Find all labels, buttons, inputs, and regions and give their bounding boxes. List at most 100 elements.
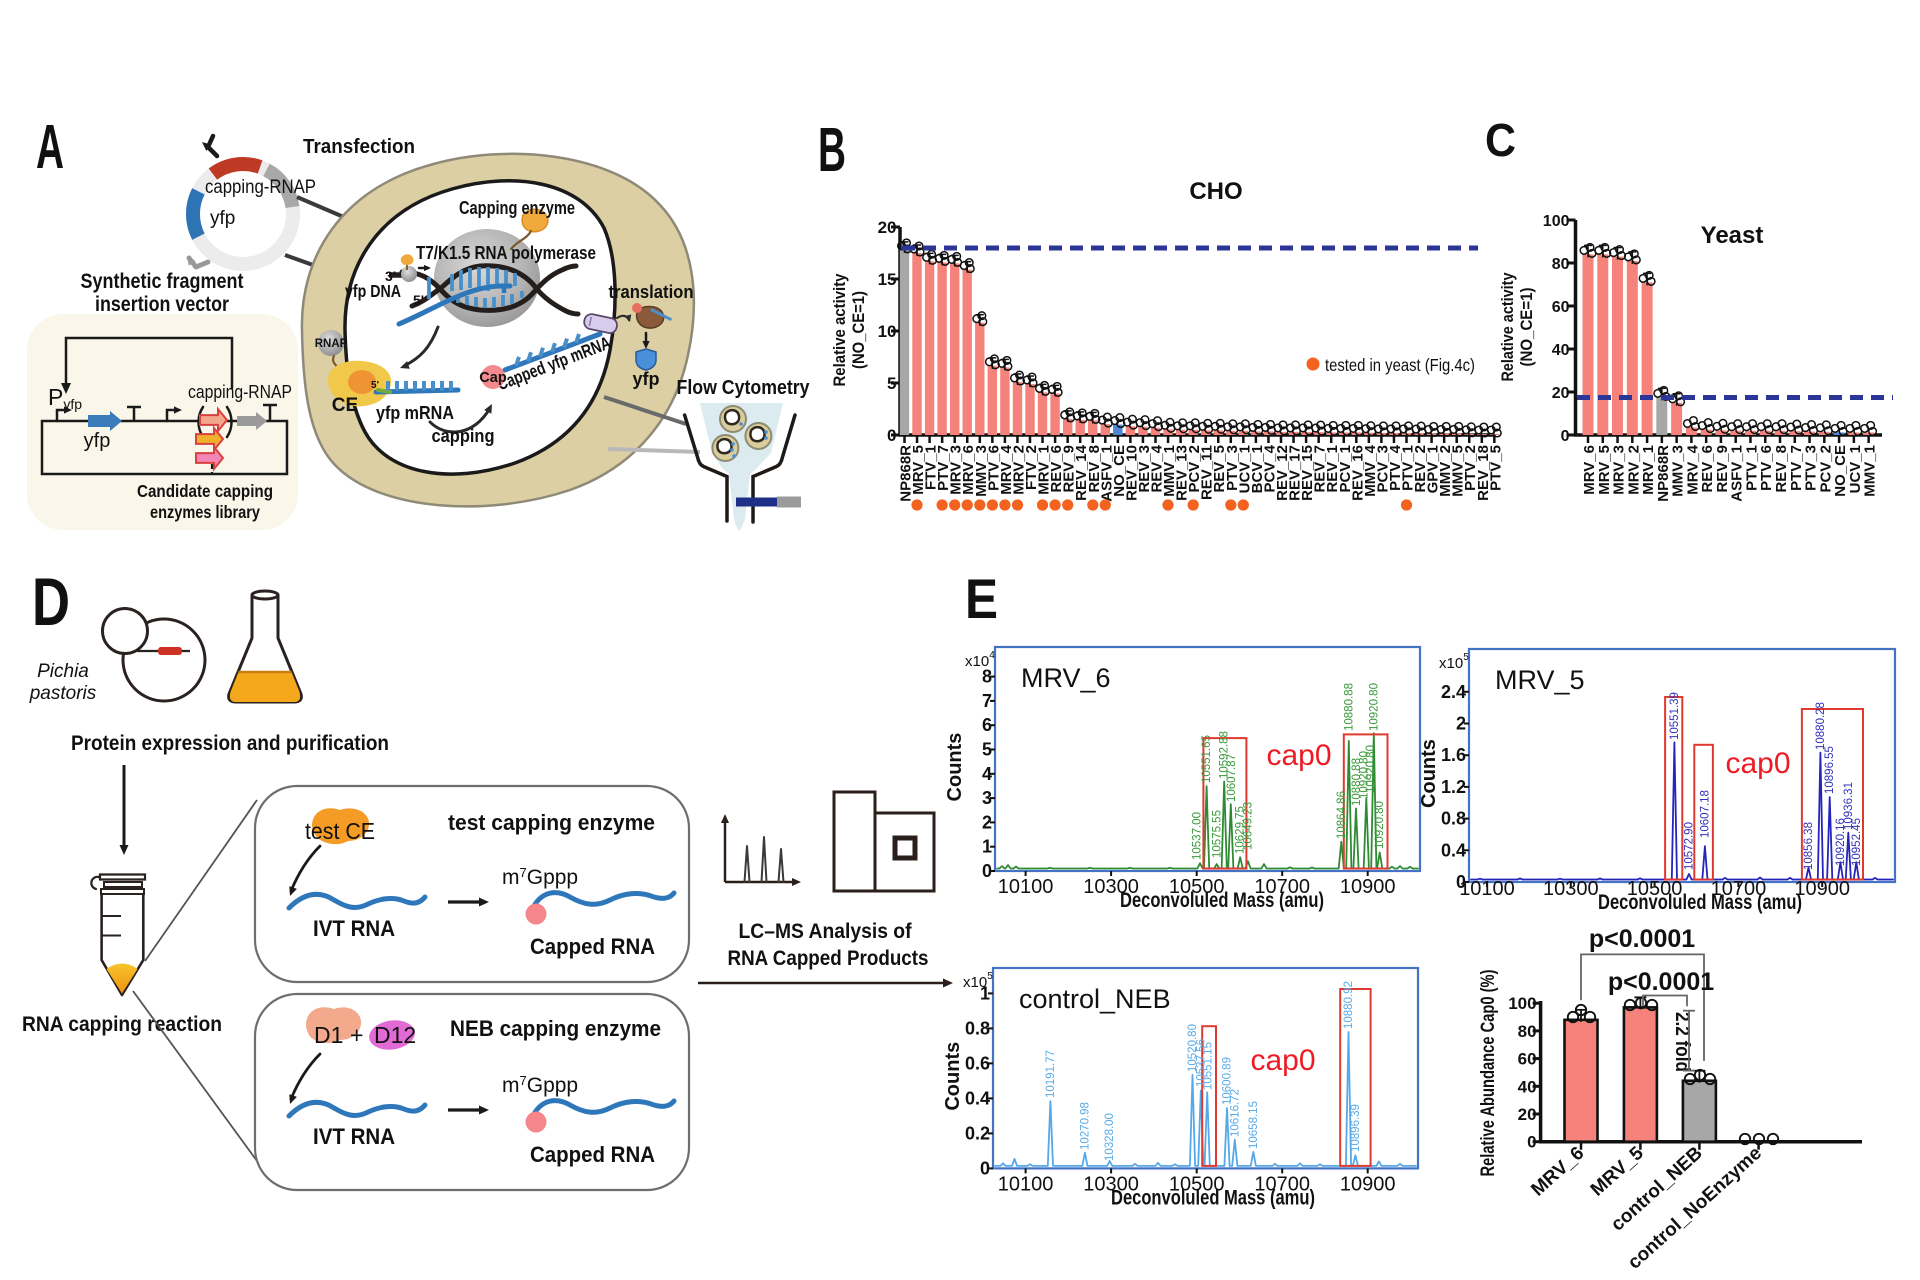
svg-text:MRV_1: MRV_1 — [1640, 445, 1657, 495]
svg-text:1: 1 — [980, 983, 990, 1003]
svg-text:3: 3 — [982, 788, 992, 808]
svg-text:MRV_6: MRV_6 — [1581, 445, 1598, 495]
svg-text:Relative Abundance Cap0 (%): Relative Abundance Cap0 (%) — [1478, 970, 1499, 1177]
svg-text:p<0.0001: p<0.0001 — [1589, 925, 1695, 953]
svg-text:4: 4 — [982, 764, 992, 784]
svg-text:Candidate capping: Candidate capping — [137, 481, 273, 501]
svg-text:10629.75: 10629.75 — [1235, 806, 1247, 854]
svg-text:cap0: cap0 — [1725, 747, 1790, 780]
svg-text:10: 10 — [878, 322, 897, 341]
svg-text:REV_6: REV_6 — [1048, 445, 1065, 493]
svg-text:cap0: cap0 — [1266, 739, 1331, 772]
svg-text:Relative activity: Relative activity — [830, 273, 849, 386]
svg-text:10100: 10100 — [998, 876, 1054, 898]
svg-text:REV_9: REV_9 — [1714, 445, 1731, 493]
svg-text:10896.55: 10896.55 — [1824, 746, 1836, 794]
svg-text:REV_14: REV_14 — [1073, 444, 1090, 501]
svg-text:REV_6: REV_6 — [1699, 445, 1716, 493]
svg-text:10700: 10700 — [1254, 1173, 1310, 1195]
svg-text:5': 5' — [371, 380, 379, 391]
svg-text:10896.39: 10896.39 — [1350, 1104, 1362, 1152]
svg-text:10551.39: 10551.39 — [1669, 692, 1681, 740]
svg-text:0: 0 — [982, 861, 992, 881]
svg-text:0: 0 — [1561, 428, 1570, 445]
svg-text:Deconvoluled Mass (amu): Deconvoluled Mass (amu) — [1598, 891, 1802, 914]
svg-text:60: 60 — [1552, 299, 1570, 316]
svg-text:(NO_CE=1): (NO_CE=1) — [849, 291, 868, 369]
svg-text:10600.89: 10600.89 — [1222, 1057, 1234, 1105]
svg-text:10300: 10300 — [1083, 876, 1139, 898]
svg-text:0.6: 0.6 — [965, 1053, 990, 1073]
svg-text:0.8: 0.8 — [965, 1018, 990, 1038]
svg-text:6: 6 — [982, 715, 992, 735]
svg-text:p<0.0001: p<0.0001 — [1608, 968, 1714, 996]
svg-text:10270.98: 10270.98 — [1079, 1102, 1091, 1150]
svg-text:CE: CE — [332, 395, 358, 416]
svg-text:REV_3: REV_3 — [1136, 445, 1153, 493]
svg-text:REV_18: REV_18 — [1475, 445, 1492, 501]
svg-text:NP868R: NP868R — [1655, 445, 1672, 502]
svg-text:MMV_3: MMV_3 — [973, 445, 990, 497]
svg-text:Counts: Counts — [1418, 739, 1440, 808]
svg-text:NO_CE: NO_CE — [1832, 445, 1849, 497]
svg-text:FTV_2: FTV_2 — [1023, 445, 1040, 490]
svg-text:yfp DNA: yfp DNA — [345, 281, 401, 301]
svg-text:1: 1 — [982, 837, 992, 857]
svg-text:1.6: 1.6 — [1441, 745, 1466, 765]
svg-text:5: 5 — [982, 740, 992, 760]
svg-text:UCV_1: UCV_1 — [1847, 445, 1864, 493]
svg-text:10537.00: 10537.00 — [1192, 812, 1204, 860]
svg-text:10880.92: 10880.92 — [1343, 981, 1355, 1029]
svg-text:D1: D1 — [314, 1022, 343, 1048]
svg-text:MRV_6: MRV_6 — [1021, 663, 1111, 693]
svg-text:A: A — [36, 113, 64, 182]
svg-text:10500: 10500 — [1169, 1173, 1225, 1195]
svg-text:x105: x105 — [963, 971, 993, 991]
svg-text:REV_9: REV_9 — [1061, 445, 1078, 493]
svg-text:10100: 10100 — [998, 1173, 1054, 1195]
svg-text:REV_10: REV_10 — [1123, 445, 1140, 501]
svg-text:Pichia: Pichia — [37, 661, 89, 682]
svg-text:REV_17: REV_17 — [1287, 445, 1304, 501]
svg-text:x105: x105 — [1439, 652, 1469, 672]
svg-text:RNA Capped Products: RNA Capped Products — [728, 947, 929, 970]
svg-text:10649.23: 10649.23 — [1243, 802, 1255, 850]
svg-text:MMV_1: MMV_1 — [1862, 445, 1879, 497]
svg-text:PTV_2: PTV_2 — [1462, 445, 1479, 491]
svg-text:REV_4: REV_4 — [1149, 444, 1166, 492]
svg-text:PCV_2: PCV_2 — [1186, 445, 1203, 493]
svg-text:5: 5 — [887, 374, 896, 393]
svg-text:MRV_2: MRV_2 — [1625, 445, 1642, 495]
svg-text:2: 2 — [1456, 714, 1466, 734]
svg-text:PTV_7: PTV_7 — [1788, 445, 1805, 491]
svg-text:yfp: yfp — [633, 369, 660, 389]
svg-text:D: D — [32, 564, 70, 640]
svg-text:10880.88: 10880.88 — [1351, 758, 1363, 806]
svg-text:Capping enzyme: Capping enzyme — [459, 198, 575, 218]
svg-text:10520.80: 10520.80 — [1187, 1024, 1199, 1072]
svg-text:IVT RNA: IVT RNA — [313, 916, 395, 941]
svg-text:10900: 10900 — [1340, 876, 1396, 898]
svg-text:REV_8: REV_8 — [1086, 445, 1103, 493]
svg-text:10300: 10300 — [1543, 878, 1599, 900]
svg-text:1.2: 1.2 — [1441, 777, 1466, 797]
svg-text:PTV_5: PTV_5 — [1487, 445, 1504, 491]
svg-text:Deconvoluled Mass (amu): Deconvoluled Mass (amu) — [1120, 889, 1324, 912]
svg-text:PCV_1: PCV_1 — [1337, 445, 1354, 493]
svg-text:10920.80: 10920.80 — [1374, 801, 1386, 849]
svg-text:2.4: 2.4 — [1441, 682, 1466, 702]
svg-text:MRV_1: MRV_1 — [1036, 445, 1053, 495]
svg-text:MRV_3: MRV_3 — [948, 445, 965, 495]
svg-text:PTV_7: PTV_7 — [935, 445, 952, 491]
svg-text:10572.90: 10572.90 — [1684, 822, 1696, 870]
svg-text:10920.16: 10920.16 — [1835, 818, 1847, 866]
svg-text:10500: 10500 — [1627, 878, 1683, 900]
svg-text:10100: 10100 — [1459, 878, 1515, 900]
svg-text:15: 15 — [878, 270, 897, 289]
svg-text:Capped RNA: Capped RNA — [530, 934, 655, 959]
svg-text:10936.31: 10936.31 — [1843, 782, 1855, 830]
svg-text:GPV_1: GPV_1 — [1425, 445, 1442, 493]
svg-text:10880.88: 10880.88 — [1343, 683, 1355, 731]
svg-text:PTV_3: PTV_3 — [1803, 445, 1820, 491]
svg-text:10328.00: 10328.00 — [1104, 1113, 1116, 1161]
